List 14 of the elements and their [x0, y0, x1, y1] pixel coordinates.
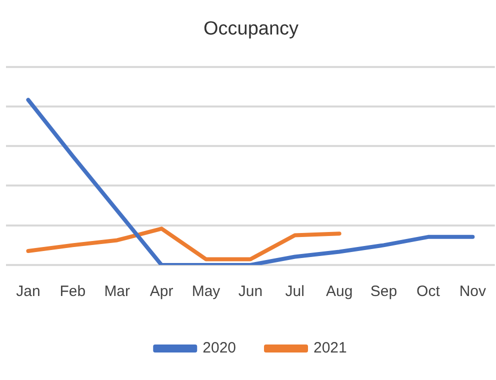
x-tick-label: Jan	[16, 283, 40, 300]
x-tick-label: Sep	[370, 283, 398, 300]
legend-label: 2021	[314, 340, 347, 357]
x-tick-label: Aug	[326, 283, 353, 300]
chart-title: Occupancy	[203, 18, 300, 40]
legend-label: 2020	[202, 340, 236, 357]
x-tick-label: May	[192, 283, 221, 300]
x-tick-label: Mar	[104, 283, 130, 300]
x-tick-label: Feb	[60, 283, 86, 300]
x-tick-label: Nov	[459, 283, 486, 300]
x-tick-label: Apr	[150, 283, 174, 300]
x-tick-label: Jul	[285, 283, 304, 300]
x-tick-label: Jun	[238, 283, 263, 300]
x-tick-label: Oct	[416, 283, 441, 300]
